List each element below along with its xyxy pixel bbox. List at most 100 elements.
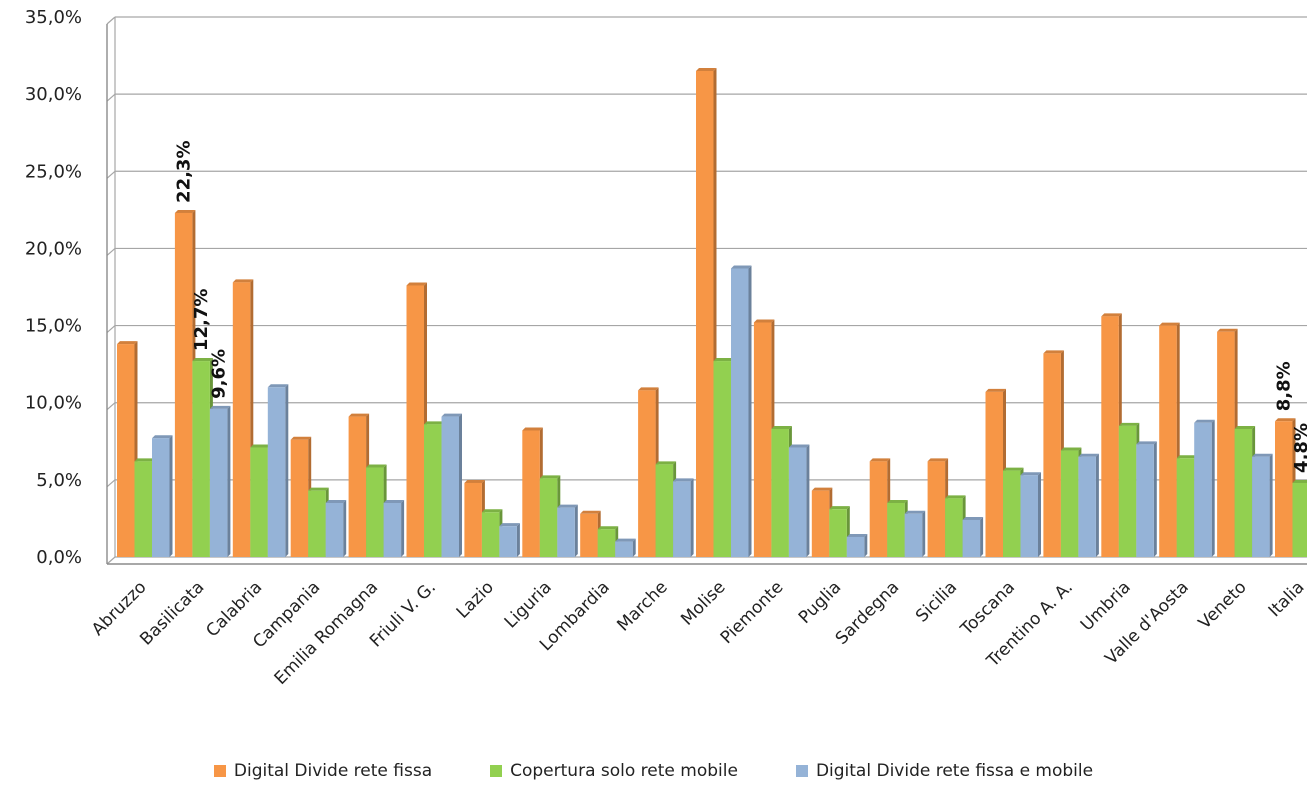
bar-side bbox=[749, 265, 752, 557]
bar-side bbox=[227, 406, 230, 557]
bar bbox=[1252, 457, 1270, 557]
bar-top bbox=[1275, 418, 1296, 421]
bar-top bbox=[870, 458, 891, 461]
bar bbox=[887, 503, 905, 557]
bar-top bbox=[117, 341, 138, 344]
bar bbox=[847, 537, 865, 557]
bar-top bbox=[308, 488, 329, 491]
data-label: 4,8% bbox=[1291, 423, 1307, 473]
bar bbox=[540, 478, 558, 557]
bar-side bbox=[1096, 454, 1099, 557]
x-tick-label: Umbria bbox=[1077, 577, 1135, 635]
bar-top bbox=[1252, 454, 1273, 457]
bar-top bbox=[250, 444, 270, 447]
bar bbox=[1235, 429, 1253, 557]
bar-top bbox=[1119, 423, 1140, 426]
bar-top bbox=[580, 511, 601, 514]
bar bbox=[291, 440, 309, 557]
bar-top bbox=[522, 427, 543, 430]
legend-label-rete-fissa: Digital Divide rete fissa bbox=[234, 761, 432, 781]
x-tick-label: Italia bbox=[1265, 577, 1307, 621]
bar-top bbox=[1136, 441, 1157, 444]
bar-top bbox=[887, 500, 908, 503]
bar bbox=[1159, 326, 1177, 557]
bar-top bbox=[366, 465, 387, 468]
bar-top bbox=[754, 319, 775, 322]
bar bbox=[673, 481, 691, 557]
bar-side bbox=[1212, 420, 1215, 557]
bar-top bbox=[152, 435, 173, 438]
bar bbox=[424, 424, 442, 557]
legend-item-rete-mobile: Copertura solo rete mobile bbox=[490, 761, 738, 781]
bar-top bbox=[464, 480, 485, 483]
x-tick-label: Sicilia bbox=[912, 577, 961, 626]
bar-top bbox=[731, 265, 752, 268]
bar-top bbox=[673, 478, 694, 481]
bar-side bbox=[1154, 441, 1157, 557]
bar-top bbox=[210, 406, 231, 409]
legend-label-rete-mobile: Copertura solo rete mobile bbox=[510, 761, 738, 781]
bar-top bbox=[638, 387, 659, 390]
bar-top bbox=[291, 437, 312, 440]
bar bbox=[384, 503, 402, 557]
data-label: 9,6% bbox=[209, 349, 230, 399]
gridline-depth bbox=[107, 171, 115, 178]
bar bbox=[986, 392, 1004, 557]
bar-side bbox=[459, 414, 462, 557]
gridline-depth bbox=[107, 94, 115, 101]
x-tick-label: Marche bbox=[613, 577, 671, 635]
bar bbox=[714, 361, 732, 557]
gridline-depth bbox=[107, 480, 115, 487]
bar-top bbox=[829, 506, 850, 509]
y-tick-label: 5,0% bbox=[36, 470, 82, 491]
bar-top bbox=[963, 517, 984, 520]
bar bbox=[192, 361, 210, 557]
bar-top bbox=[1101, 313, 1122, 316]
bar bbox=[1078, 457, 1096, 557]
bar-top bbox=[945, 495, 966, 498]
bar bbox=[580, 514, 598, 557]
bar-top bbox=[407, 282, 428, 285]
bar-top bbox=[714, 358, 735, 361]
y-tick-label: 0,0% bbox=[36, 547, 82, 568]
bar bbox=[1194, 423, 1212, 557]
gridline-depth bbox=[107, 248, 115, 255]
bar-side bbox=[1270, 454, 1273, 557]
bar bbox=[210, 409, 228, 557]
bar bbox=[250, 447, 267, 557]
bar bbox=[152, 438, 170, 557]
bar-top bbox=[771, 426, 792, 429]
bar-top bbox=[1003, 468, 1024, 471]
x-tick-label: Puglia bbox=[795, 577, 845, 627]
bar-side bbox=[864, 534, 867, 557]
bar bbox=[638, 390, 656, 557]
bar bbox=[905, 514, 923, 557]
legend-label-fissa-e-mobile: Digital Divide rete fissa e mobile bbox=[816, 761, 1093, 781]
bar-top bbox=[598, 526, 619, 529]
bar-top bbox=[135, 458, 156, 461]
x-tick-label: Molise bbox=[677, 577, 729, 629]
bar-top bbox=[615, 539, 636, 542]
legend-swatch-rete-fissa bbox=[214, 765, 226, 777]
bar bbox=[175, 213, 193, 557]
y-tick-label: 35,0% bbox=[25, 7, 82, 28]
data-label: 8,8% bbox=[1274, 361, 1295, 411]
bar bbox=[1119, 426, 1137, 557]
bar-side bbox=[806, 444, 809, 557]
bar-side bbox=[170, 435, 173, 557]
bar bbox=[870, 461, 888, 557]
bar-top bbox=[499, 523, 520, 526]
bar-top bbox=[442, 414, 463, 417]
bar bbox=[754, 322, 772, 557]
bar-side bbox=[285, 384, 288, 557]
bar bbox=[771, 429, 789, 557]
bar-top bbox=[268, 384, 289, 387]
data-label: 22,3% bbox=[174, 140, 195, 202]
bar bbox=[615, 542, 633, 557]
bar-side bbox=[343, 500, 346, 557]
y-tick-label: 15,0% bbox=[25, 316, 82, 337]
y-tick-label: 10,0% bbox=[25, 393, 82, 414]
bar bbox=[499, 526, 517, 557]
bar bbox=[1101, 316, 1119, 557]
x-tick-label: Lazio bbox=[453, 577, 498, 622]
